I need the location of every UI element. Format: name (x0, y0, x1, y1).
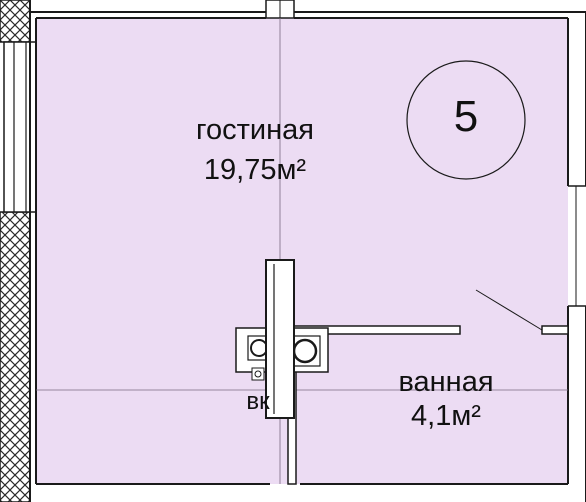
shaft-label: ВК (246, 388, 270, 415)
right-door (568, 185, 586, 307)
living-room-area: 19,75м² (203, 154, 307, 186)
left-wall-top-hatch (0, 0, 31, 43)
door-swing-icon (475, 289, 543, 331)
top-opening (265, 0, 295, 19)
left-wall-bottom-hatch (0, 211, 31, 502)
shaft-column (265, 259, 295, 419)
outer-walls (29, 0, 586, 502)
bathroom-area: 4,1м² (411, 400, 481, 432)
unit-number-circle (406, 60, 526, 180)
unit-number: 5 (453, 92, 479, 141)
left-window (3, 41, 37, 213)
bathroom-name: ванная (398, 366, 494, 398)
room-floor (36, 18, 568, 484)
living-room-name: гостиная (196, 114, 314, 146)
